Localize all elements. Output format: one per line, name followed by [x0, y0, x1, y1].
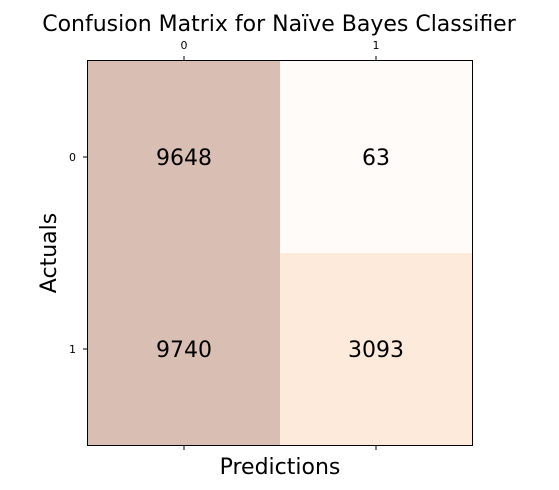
y-tick-label-0: 0: [69, 151, 76, 164]
y-axis-label: Actuals: [37, 213, 62, 293]
cell-value-0-0: 9648: [156, 146, 212, 171]
matrix-cell-0-1: [280, 61, 473, 254]
matrix-cell-0-0: [88, 61, 281, 254]
axis-ticks: 0 1 0 1: [69, 39, 380, 450]
plot-frame: [87, 60, 473, 446]
cell-value-0-1: 63: [362, 146, 390, 171]
x-tick-label-0: 0: [181, 39, 188, 52]
cell-value-1-1: 3093: [348, 338, 404, 363]
x-tick-label-1: 1: [373, 39, 380, 52]
matrix-cell-1-0: [88, 253, 281, 446]
cell-value-1-0: 9740: [156, 338, 212, 363]
chart-title: Confusion Matrix for Naïve Bayes Classif…: [42, 12, 516, 37]
y-tick-label-1: 1: [69, 343, 76, 356]
matrix-cell-1-1: [280, 253, 473, 446]
matrix-cells: 9648 63 9740 3093: [88, 61, 473, 446]
x-axis-label: Predictions: [220, 455, 341, 480]
